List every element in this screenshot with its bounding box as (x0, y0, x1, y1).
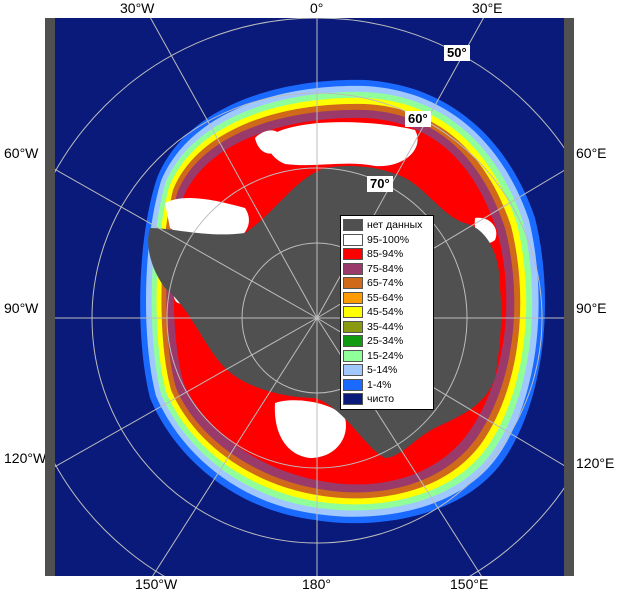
ice-95-100-patch (255, 130, 282, 154)
legend: нет данных 95-100% 85-94% 75-84% 65-74% 55-64… (340, 215, 434, 410)
legend-label: 85-94% (367, 248, 404, 261)
no-data-strip (564, 18, 574, 576)
legend-item: чисто (343, 392, 433, 407)
lon-label-150e: 150°E (450, 576, 489, 592)
legend-label: 95-100% (367, 233, 410, 246)
lon-label-120e: 120°E (576, 455, 615, 471)
legend-item: 85-94% (343, 247, 433, 262)
legend-item: 55-64% (343, 291, 433, 306)
legend-label: 55-64% (367, 291, 404, 304)
legend-swatch (343, 277, 363, 290)
legend-label: 5-14% (367, 364, 398, 377)
legend-label: 25-34% (367, 335, 404, 348)
legend-swatch (343, 364, 363, 377)
lon-label-150w: 150°W (135, 576, 178, 592)
legend-item: 15-24% (343, 349, 433, 364)
lat-label-50: 50° (444, 45, 470, 61)
lon-label-180: 180° (302, 576, 331, 592)
legend-label: нет данных (367, 219, 423, 232)
lon-label-90w: 90°W (4, 300, 39, 316)
legend-item: 75-84% (343, 262, 433, 277)
legend-label: 15-24% (367, 349, 404, 362)
lon-label-30w: 30°W (120, 0, 155, 16)
legend-item: 35-44% (343, 320, 433, 335)
meridian-line (45, 163, 318, 319)
lat-label-60: 60° (405, 111, 431, 127)
map-canvas (45, 18, 574, 576)
legend-swatch (343, 306, 363, 319)
legend-swatch (343, 393, 363, 406)
legend-swatch (343, 262, 363, 275)
meridian-line (45, 317, 318, 473)
legend-item: нет данных (343, 218, 433, 233)
legend-label: 45-54% (367, 306, 404, 319)
legend-swatch (343, 349, 363, 362)
ice-95-100-patch (269, 122, 418, 167)
legend-item: 1-4% (343, 378, 433, 393)
legend-swatch (343, 335, 363, 348)
lon-label-60w: 60°W (4, 145, 39, 161)
legend-swatch (343, 378, 363, 391)
legend-item: 5-14% (343, 363, 433, 378)
meridian-line (152, 317, 318, 576)
legend-item: 25-34% (343, 334, 433, 349)
legend-item: 95-100% (343, 233, 433, 248)
legend-label: 1-4% (367, 378, 392, 391)
legend-swatch (343, 320, 363, 333)
lon-label-30e: 30°E (472, 0, 503, 16)
lon-label-60e: 60°E (576, 145, 607, 161)
legend-swatch (343, 248, 363, 261)
legend-swatch (343, 233, 363, 246)
legend-swatch (343, 219, 363, 232)
legend-label: чисто (367, 393, 395, 406)
legend-label: 75-84% (367, 262, 404, 275)
sea-ice-map (45, 18, 574, 576)
lon-label-0: 0° (310, 0, 324, 16)
legend-item: 45-54% (343, 305, 433, 320)
no-data-strip (45, 18, 55, 576)
legend-label: 35-44% (367, 320, 404, 333)
lon-label-90e: 90°E (576, 300, 607, 316)
legend-label: 65-74% (367, 277, 404, 290)
lat-label-70: 70° (367, 176, 393, 192)
ice-95-100-patch (274, 400, 346, 458)
legend-swatch (343, 291, 363, 304)
meridian-line (149, 18, 318, 319)
lon-label-120w: 120°W (4, 450, 47, 466)
legend-item: 65-74% (343, 276, 433, 291)
